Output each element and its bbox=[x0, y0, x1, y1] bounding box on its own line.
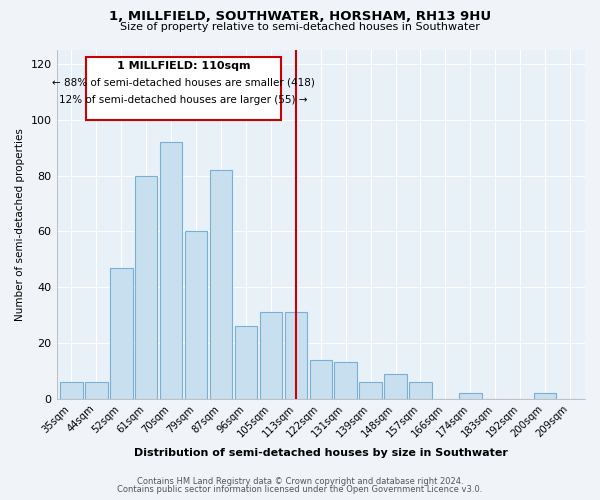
Bar bbox=[135, 176, 157, 398]
Bar bbox=[284, 312, 307, 398]
Bar bbox=[210, 170, 232, 398]
FancyBboxPatch shape bbox=[86, 57, 281, 120]
Text: Contains public sector information licensed under the Open Government Licence v3: Contains public sector information licen… bbox=[118, 485, 482, 494]
Bar bbox=[359, 382, 382, 398]
Text: 1, MILLFIELD, SOUTHWATER, HORSHAM, RH13 9HU: 1, MILLFIELD, SOUTHWATER, HORSHAM, RH13 … bbox=[109, 10, 491, 23]
Text: Contains HM Land Registry data © Crown copyright and database right 2024.: Contains HM Land Registry data © Crown c… bbox=[137, 477, 463, 486]
Bar bbox=[334, 362, 357, 398]
Y-axis label: Number of semi-detached properties: Number of semi-detached properties bbox=[15, 128, 25, 321]
X-axis label: Distribution of semi-detached houses by size in Southwater: Distribution of semi-detached houses by … bbox=[134, 448, 508, 458]
Bar bbox=[85, 382, 107, 398]
Bar bbox=[260, 312, 282, 398]
Bar bbox=[385, 374, 407, 398]
Bar bbox=[310, 360, 332, 399]
Bar bbox=[185, 232, 208, 398]
Bar bbox=[534, 393, 556, 398]
Bar bbox=[235, 326, 257, 398]
Text: ← 88% of semi-detached houses are smaller (418): ← 88% of semi-detached houses are smalle… bbox=[52, 78, 315, 88]
Bar bbox=[459, 393, 482, 398]
Bar bbox=[60, 382, 83, 398]
Text: 12% of semi-detached houses are larger (55) →: 12% of semi-detached houses are larger (… bbox=[59, 94, 308, 104]
Text: Size of property relative to semi-detached houses in Southwater: Size of property relative to semi-detach… bbox=[120, 22, 480, 32]
Bar bbox=[409, 382, 431, 398]
Text: 1 MILLFIELD: 110sqm: 1 MILLFIELD: 110sqm bbox=[117, 61, 250, 71]
Bar bbox=[110, 268, 133, 398]
Bar bbox=[160, 142, 182, 399]
